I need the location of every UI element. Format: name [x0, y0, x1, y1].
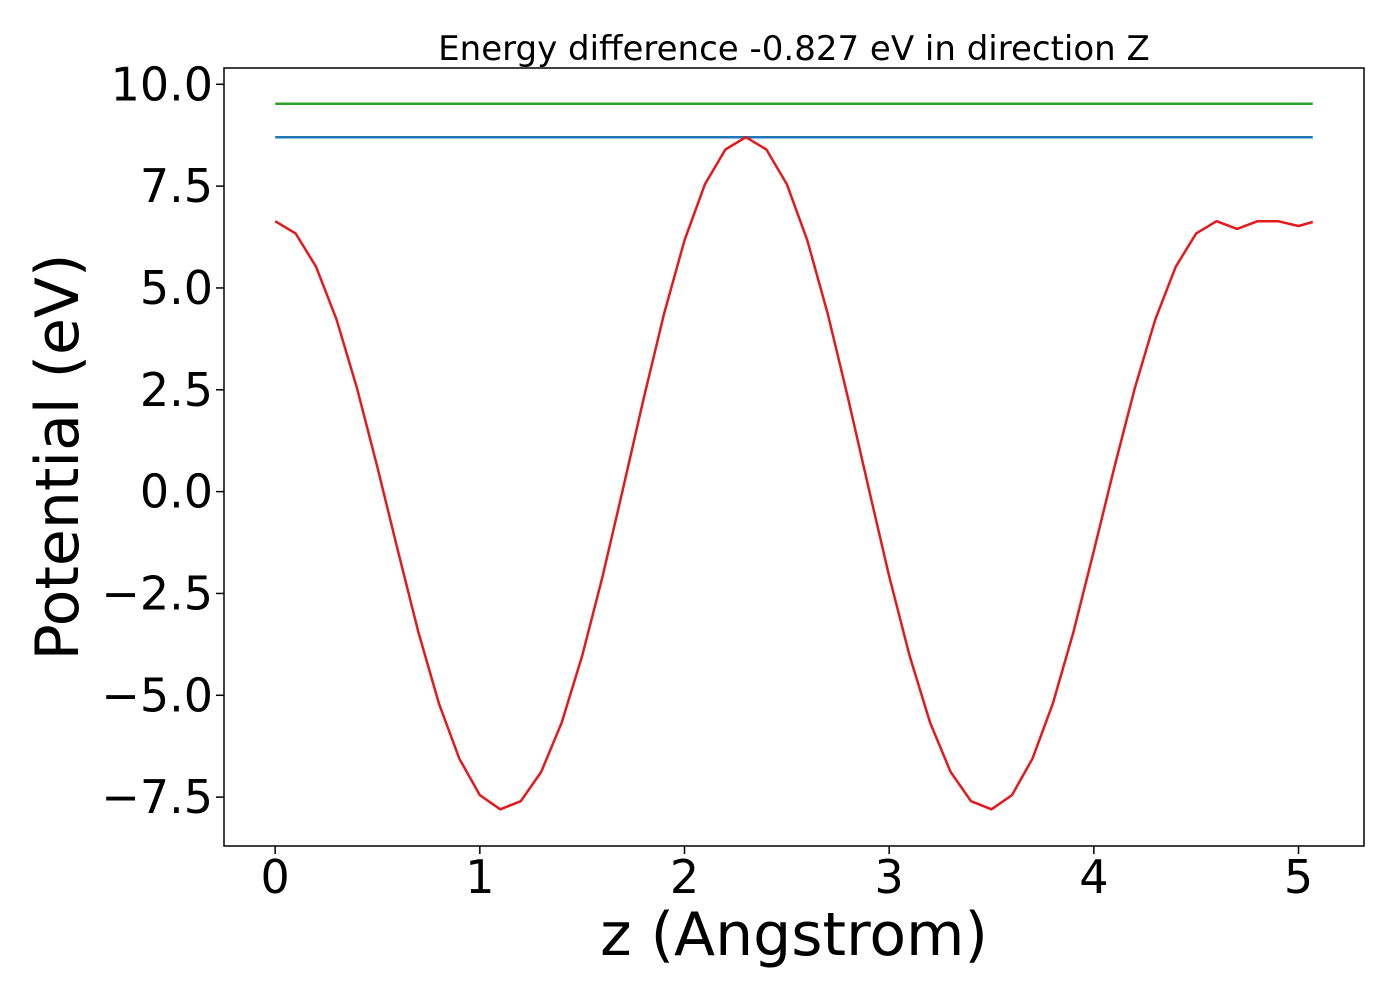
- y-axis-ticks: −7.5 −5.0 −2.5 0.0 2.5 5.0 7.5 10.0: [101, 57, 224, 824]
- y-tick-label: 5.0: [140, 261, 213, 315]
- y-tick-label: −5.0: [101, 668, 213, 722]
- y-tick-label: 10.0: [111, 57, 213, 111]
- x-tick-label: 0: [261, 850, 290, 904]
- x-axis-label: z (Angstrom): [600, 900, 988, 970]
- x-tick-label: 4: [1079, 850, 1108, 904]
- y-tick-label: 7.5: [140, 159, 213, 213]
- plot-frame: [223, 67, 1365, 847]
- x-tick-label: 1: [465, 850, 494, 904]
- x-axis-ticks: 0 1 2 3 4 5: [261, 846, 1313, 904]
- y-tick-label: −7.5: [101, 770, 213, 824]
- chart-title: Energy difference -0.827 eV in direction…: [438, 29, 1150, 69]
- y-tick-label: 0.0: [140, 465, 213, 519]
- y-tick-label: 2.5: [140, 363, 213, 417]
- x-tick-label: 3: [875, 850, 904, 904]
- x-tick-label: 5: [1284, 850, 1313, 904]
- y-axis-label: Potential (eV): [23, 254, 93, 661]
- y-tick-label: −2.5: [101, 566, 213, 620]
- x-tick-label: 2: [670, 850, 699, 904]
- plot-series-group: [274, 102, 1314, 811]
- series-line-3: [274, 135, 1314, 811]
